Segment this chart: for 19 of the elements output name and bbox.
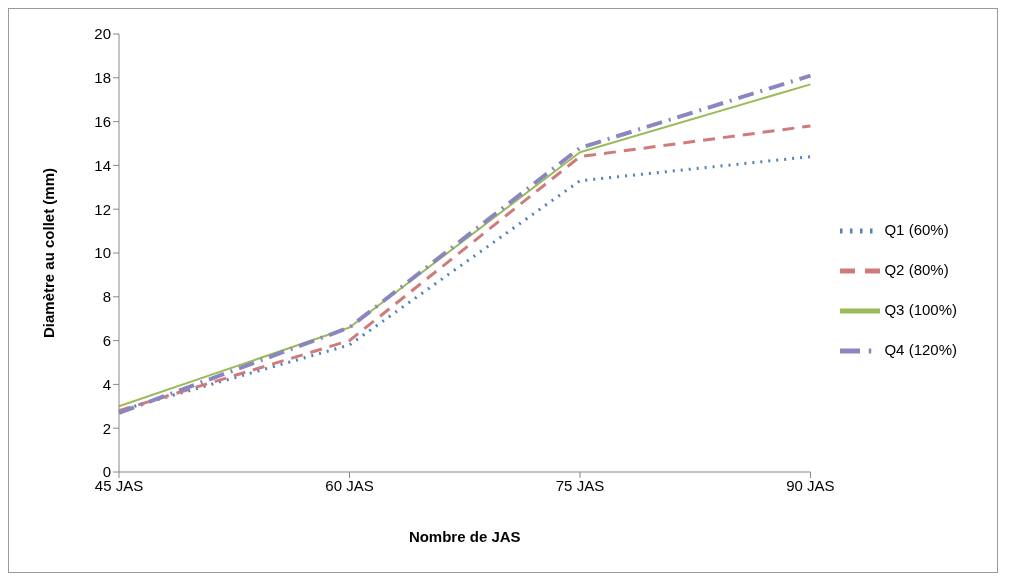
y-tick-label: 20	[94, 25, 111, 43]
legend-label: Q1 (60%)	[884, 220, 949, 238]
x-tick-label: 60 JAS	[325, 476, 374, 494]
y-tick-label: 2	[102, 419, 111, 437]
y-tick-label: 10	[94, 244, 111, 262]
y-tick-label: 4	[102, 375, 111, 393]
y-tick-label: 18	[94, 69, 111, 87]
y-tick-label: 12	[94, 200, 111, 218]
x-axis-title: Nombre de JAS	[408, 528, 521, 545]
y-axis-title: Diamètre au collet (mm)	[40, 167, 58, 339]
y-tick-label: 8	[102, 288, 111, 306]
legend-label: Q3 (100%)	[884, 300, 957, 318]
x-tick-label: 90 JAS	[786, 476, 835, 494]
y-tick-label: 16	[94, 112, 111, 130]
legend-label: Q2 (80%)	[884, 260, 949, 278]
legend-label: Q4 (120%)	[884, 340, 957, 358]
y-tick-label: 6	[102, 331, 111, 349]
x-tick-label: 75 JAS	[555, 476, 605, 494]
y-tick-label: 14	[94, 156, 111, 174]
